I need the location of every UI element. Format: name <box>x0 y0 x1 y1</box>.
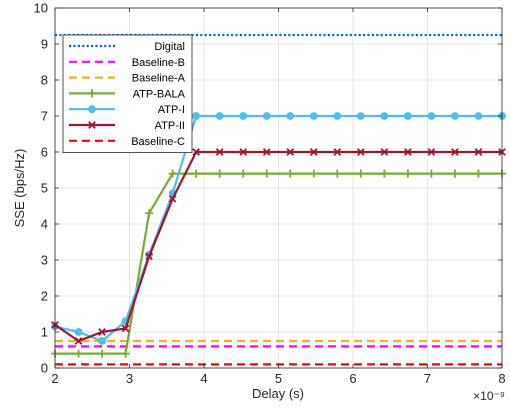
atp-bala-point <box>192 169 201 178</box>
atp-bala-point <box>333 169 342 178</box>
atp-bala-point <box>145 209 154 218</box>
atp-i-point <box>403 112 412 120</box>
atp-i-point <box>333 112 342 120</box>
atp-ii-point <box>262 148 271 156</box>
legend-entry-atp-i: ATP-I <box>69 104 185 116</box>
atp-i-point <box>356 112 365 120</box>
atp-ii-point <box>145 252 153 261</box>
x-exponent-label: ×10⁻⁹ <box>473 389 505 403</box>
legend-label: ATP-I <box>158 104 185 116</box>
y-tick-label: 0 <box>41 361 48 376</box>
y-tick-label: 3 <box>41 253 48 268</box>
atp-bala-point <box>74 349 83 358</box>
series-atp-ii <box>51 148 506 345</box>
x-tick-label: 8 <box>498 371 505 386</box>
atp-bala-point <box>380 169 389 178</box>
atp-i-point <box>309 112 318 120</box>
atp-ii-point <box>309 148 318 156</box>
atp-ii-point <box>168 194 177 203</box>
y-tick-label: 1 <box>41 325 48 340</box>
y-tick-label: 9 <box>41 37 48 52</box>
legend-entry-atp-ii: ATP-II <box>69 120 185 132</box>
x-tick-label: 4 <box>200 371 207 386</box>
atp-bala-point <box>286 169 295 178</box>
legend-label: Baseline-B <box>132 57 185 69</box>
atp-ii-point <box>451 148 459 156</box>
x-tick-label: 5 <box>275 371 282 386</box>
atp-bala-point <box>309 169 318 178</box>
atp-i-point <box>451 112 459 120</box>
y-axis-label: SSE (bps/Hz) <box>12 149 27 228</box>
atp-ii-point <box>474 148 483 156</box>
x-tick-label: 6 <box>349 371 356 386</box>
legend: Digital Baseline-B Baseline-A ATP-BALA ATP-I… <box>62 34 193 153</box>
atp-bala-point <box>239 169 248 178</box>
y-tick-label: 6 <box>41 145 48 160</box>
atp-ii-point <box>404 148 412 156</box>
atp-i-point <box>474 112 483 120</box>
legend-entry-baseline-b: Baseline-B <box>69 57 185 69</box>
x-tick-label: 3 <box>126 371 133 386</box>
x-tick-label: 2 <box>51 371 58 386</box>
atp-i-line <box>54 114 502 343</box>
atp-ii-point <box>380 148 389 156</box>
ticks: 2 3 4 5 6 7 8 0 1 2 3 4 5 6 7 8 9 10 <box>34 1 506 387</box>
legend-label: Baseline-C <box>131 136 185 148</box>
atp-bala-point <box>98 349 107 358</box>
legend-entry-digital: Digital <box>69 41 185 53</box>
atp-i-point <box>380 112 389 120</box>
y-tick-label: 7 <box>41 109 48 124</box>
atp-i-point <box>192 112 201 120</box>
atp-i-point <box>74 328 83 336</box>
atp-i-point <box>239 112 248 120</box>
atp-ii-point <box>121 324 130 333</box>
atp-ii-point <box>215 148 224 156</box>
y-tick-label: 10 <box>34 1 48 16</box>
atp-ii-point <box>192 148 200 156</box>
legend-label: ATP-BALA <box>133 88 186 100</box>
legend-label: ATP-II <box>155 120 185 132</box>
atp-ii-point <box>74 337 83 345</box>
atp-bala-point <box>427 169 436 178</box>
atp-bala-point <box>450 169 459 178</box>
x-axis-label: Delay (s) <box>252 386 304 401</box>
atp-ii-line <box>54 150 502 343</box>
atp-ii-point <box>427 148 436 156</box>
atp-bala-point <box>474 169 483 178</box>
atp-ii-point <box>98 328 106 336</box>
y-tick-label: 5 <box>41 181 48 196</box>
x-tick-label: 7 <box>424 371 431 386</box>
atp-ii-point <box>239 148 248 156</box>
legend-marker <box>88 121 96 129</box>
atp-bala-point <box>356 169 365 178</box>
atp-i-point <box>286 112 295 120</box>
atp-i-point <box>427 112 436 120</box>
legend-label: Baseline-A <box>132 73 186 85</box>
atp-ii-point <box>286 148 295 156</box>
atp-ii-point <box>333 148 342 156</box>
atp-bala-point <box>168 169 177 178</box>
y-tick-label: 2 <box>41 289 48 304</box>
legend-marker <box>88 89 96 98</box>
legend-marker <box>88 105 96 114</box>
atp-bala-point <box>262 169 271 178</box>
atp-bala-point <box>121 349 130 358</box>
atp-bala-point <box>215 169 224 178</box>
legend-entry-atp-bala: ATP-BALA <box>69 88 186 100</box>
atp-i-point <box>98 337 106 345</box>
legend-entry-baseline-a: Baseline-A <box>69 73 186 85</box>
y-tick-label: 8 <box>41 73 48 88</box>
atp-i-point <box>262 112 271 120</box>
legend-entry-baseline-c: Baseline-C <box>69 136 185 148</box>
atp-bala-point <box>403 169 412 178</box>
legend-label: Digital <box>154 41 185 53</box>
y-tick-label: 4 <box>41 217 48 232</box>
atp-ii-point <box>357 148 365 156</box>
atp-i-point <box>215 112 224 120</box>
